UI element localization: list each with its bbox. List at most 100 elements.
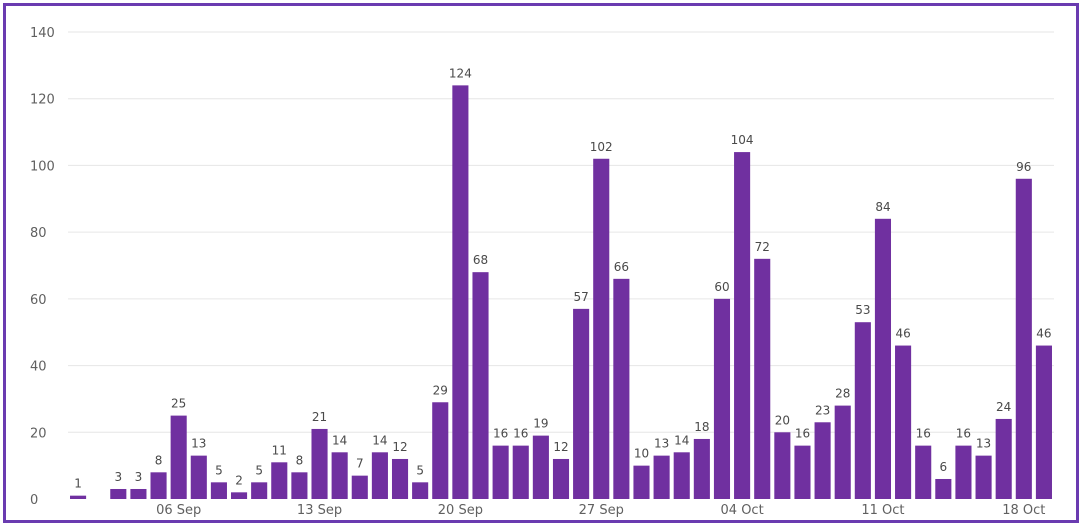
data-label: 5 [215, 463, 223, 477]
bar[interactable] [693, 438, 710, 499]
bar[interactable] [573, 308, 590, 499]
data-label: 24 [996, 400, 1011, 414]
bar[interactable] [955, 445, 972, 499]
data-label: 8 [155, 453, 163, 467]
bar[interactable] [230, 492, 248, 499]
data-label: 28 [835, 387, 850, 401]
data-label: 3 [135, 470, 143, 484]
data-label: 2 [235, 473, 243, 487]
bar[interactable] [190, 455, 207, 499]
bar[interactable] [713, 298, 731, 499]
bar[interactable] [311, 428, 328, 499]
data-label: 16 [513, 427, 528, 441]
y-axis: 0 20 40 60 80 100 120 140 [30, 26, 55, 508]
y-tick-label: 0 [30, 493, 38, 508]
data-label: 11 [272, 443, 287, 457]
data-label: 5 [255, 463, 263, 477]
y-tick-label: 140 [30, 26, 55, 41]
bar[interactable] [1015, 178, 1032, 499]
data-label: 14 [674, 433, 689, 447]
bar[interactable] [673, 452, 690, 499]
data-label: 57 [573, 290, 588, 304]
bar[interactable] [552, 458, 570, 499]
x-tick-label: 04 Oct [721, 503, 764, 518]
bar[interactable] [331, 452, 348, 499]
bar[interactable] [915, 445, 932, 499]
bar[interactable] [935, 478, 952, 499]
data-label: 6 [940, 460, 948, 474]
gridlines [68, 31, 1054, 433]
bar[interactable] [895, 345, 912, 499]
y-tick-label: 60 [30, 293, 47, 308]
bar[interactable] [412, 482, 429, 499]
bar[interactable] [170, 415, 187, 499]
y-tick-label: 120 [30, 93, 55, 108]
data-label: 68 [473, 253, 488, 267]
chart-frame: 0 20 40 60 80 100 120 140 1 3 3 8 25 13 5 2 5 11 8 21 14 7 14… [3, 3, 1079, 523]
data-label: 60 [714, 280, 729, 294]
bar[interactable] [271, 462, 288, 499]
bar[interactable] [754, 258, 771, 499]
bar[interactable] [613, 278, 630, 499]
bar[interactable] [532, 435, 549, 499]
bar[interactable] [794, 445, 811, 499]
data-label: 7 [356, 457, 364, 471]
bar[interactable] [512, 445, 529, 499]
data-label: 16 [956, 427, 971, 441]
x-tick-label: 13 Sep [297, 503, 342, 518]
data-label: 19 [533, 417, 548, 431]
bars [70, 85, 1052, 500]
x-tick-label: 06 Sep [156, 503, 201, 518]
data-label: 72 [755, 240, 770, 254]
bar[interactable] [251, 482, 268, 499]
x-tick-label: 18 Oct [1002, 503, 1045, 518]
bar[interactable] [432, 402, 449, 499]
bar[interactable] [734, 152, 751, 500]
bar[interactable] [1035, 345, 1052, 499]
bar[interactable] [834, 405, 851, 499]
x-tick-label: 11 Oct [861, 503, 904, 518]
bar[interactable] [854, 322, 871, 499]
bar[interactable] [70, 495, 87, 499]
bar[interactable] [653, 455, 670, 499]
bar[interactable] [391, 458, 409, 499]
data-label: 14 [332, 433, 347, 447]
data-label: 124 [449, 66, 472, 80]
bar[interactable] [291, 472, 308, 499]
data-label: 5 [416, 463, 424, 477]
bar[interactable] [995, 418, 1012, 499]
data-label: 23 [815, 403, 830, 417]
data-label: 29 [433, 383, 448, 397]
bar[interactable] [814, 422, 831, 499]
bar[interactable] [874, 218, 892, 500]
bar[interactable] [492, 445, 509, 499]
data-label: 21 [312, 410, 327, 424]
data-label: 25 [171, 397, 186, 411]
data-label: 1 [74, 477, 82, 491]
bar[interactable] [593, 158, 610, 499]
bar[interactable] [371, 452, 388, 499]
bar[interactable] [110, 488, 127, 499]
data-label: 53 [855, 303, 870, 317]
bar[interactable] [130, 488, 147, 499]
y-tick-label: 80 [30, 226, 47, 241]
data-label: 13 [191, 437, 206, 451]
bar[interactable] [774, 432, 791, 499]
data-label: 13 [654, 437, 669, 451]
data-label: 20 [775, 413, 790, 427]
data-label: 16 [795, 427, 810, 441]
bar[interactable] [210, 482, 227, 499]
bar[interactable] [351, 475, 368, 499]
bar[interactable] [975, 455, 992, 499]
bar[interactable] [150, 472, 167, 499]
data-label: 3 [114, 470, 122, 484]
bar[interactable] [452, 85, 469, 499]
data-label: 46 [895, 327, 910, 341]
data-label: 18 [694, 420, 709, 434]
bar[interactable] [633, 465, 650, 499]
data-label: 16 [916, 427, 931, 441]
data-label: 12 [392, 440, 407, 454]
data-label: 13 [976, 437, 991, 451]
bar[interactable] [472, 272, 489, 499]
data-label: 102 [590, 140, 613, 154]
